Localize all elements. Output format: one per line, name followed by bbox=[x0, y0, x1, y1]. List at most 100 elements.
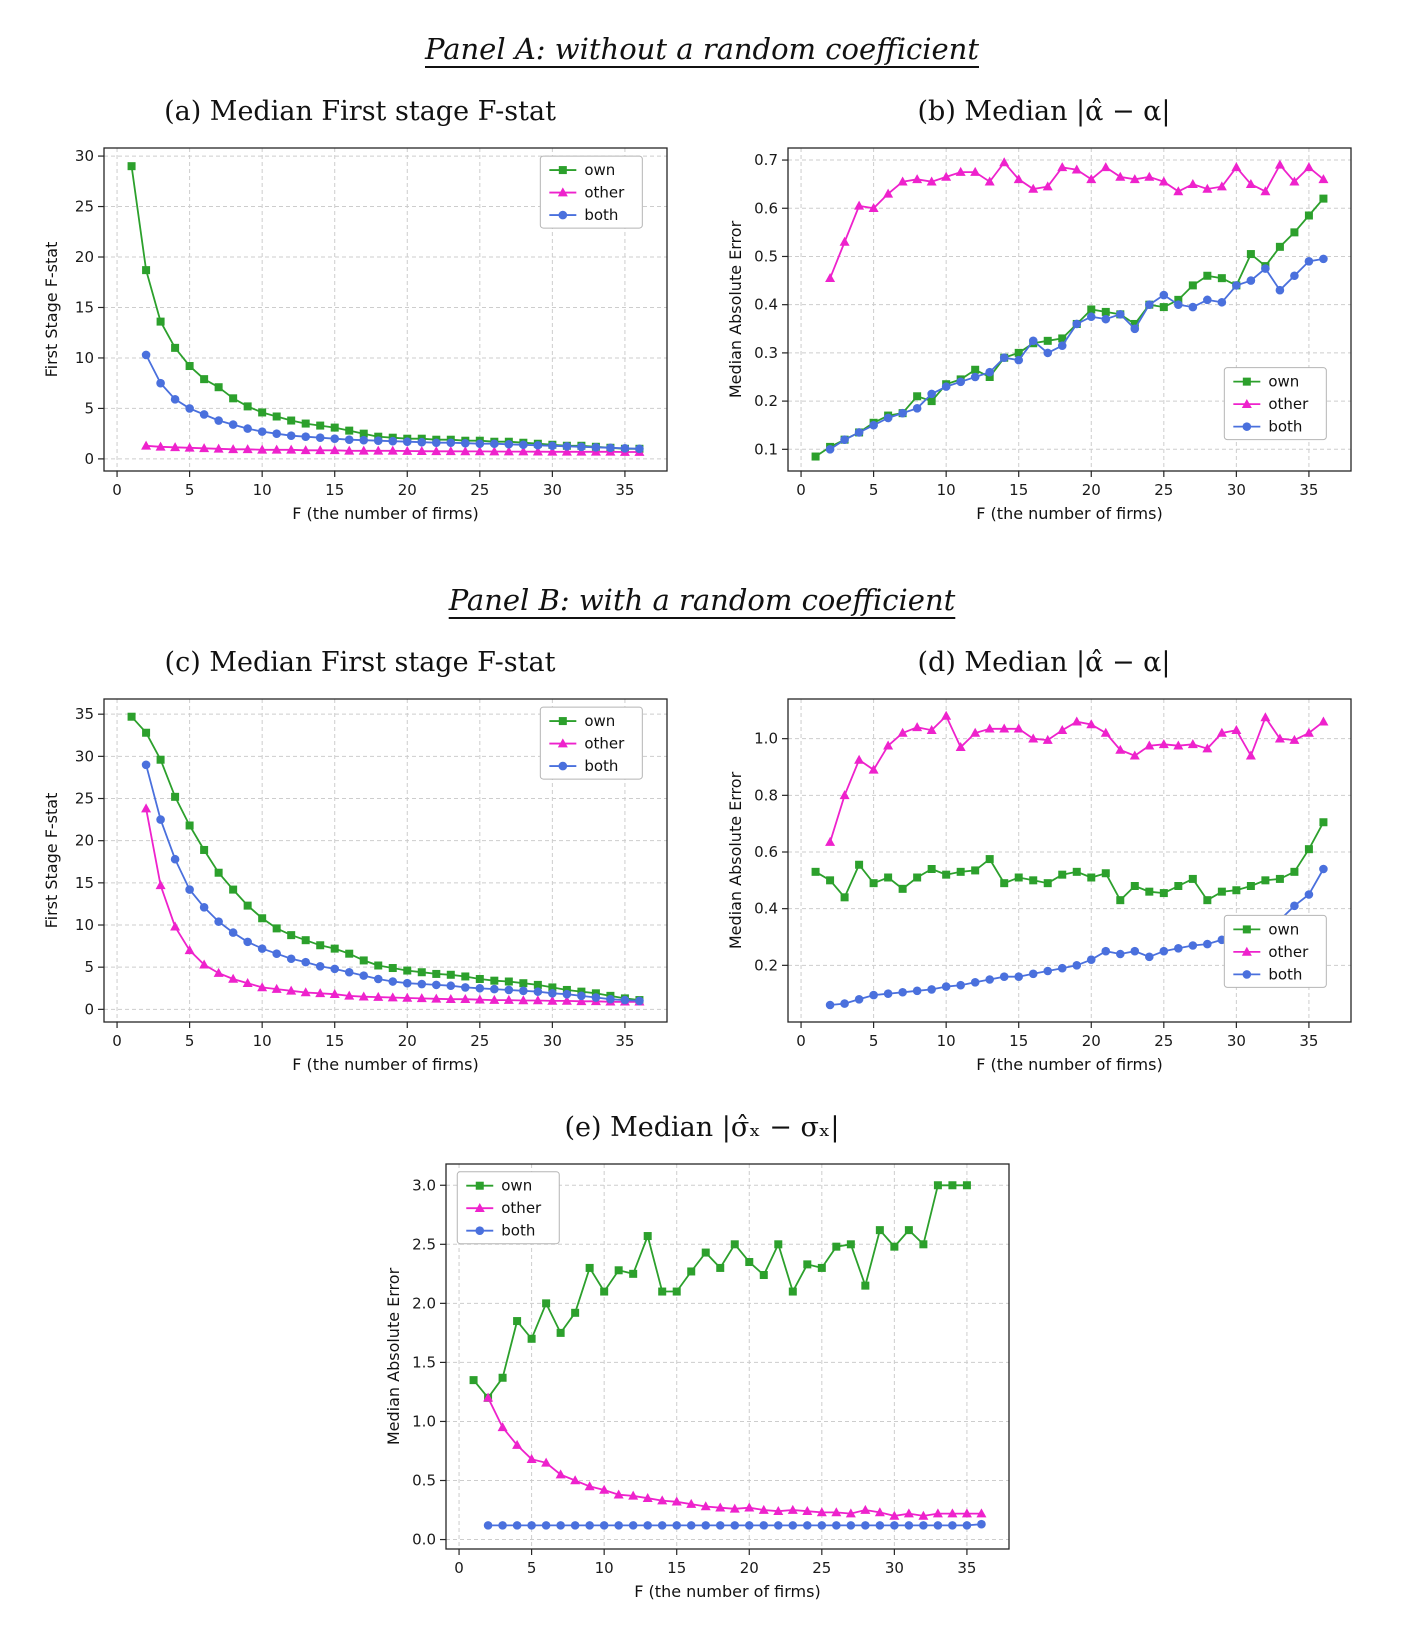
chart-text: 25 bbox=[75, 198, 94, 216]
legend: own other both bbox=[539, 155, 643, 229]
legend: own other both bbox=[1223, 914, 1327, 988]
chart-text: 10 bbox=[75, 916, 94, 934]
x-axis-label: F (the number of firms) bbox=[976, 1055, 1162, 1074]
legend-label-own: own bbox=[584, 712, 615, 730]
chart-svg: 0 5 10 15 20 25 30 35 0 5 10 15 20 25 30 F (the number … bbox=[42, 147, 668, 523]
chart-text: 20 bbox=[75, 832, 94, 850]
chart-text: 2.0 bbox=[412, 1294, 436, 1312]
chart-text: 25 bbox=[1154, 481, 1173, 499]
chart-text: 20 bbox=[740, 1559, 759, 1577]
chart-c: (c) Median First stage F-stat 0 5 10 15 20 25… bbox=[40, 647, 680, 1086]
chart-text: 10 bbox=[937, 481, 956, 499]
chart-text: 35 bbox=[615, 1032, 634, 1050]
chart-e: (e) Median |σ̂ₓ − σₓ| 0 5 10 15 20 25 30 35 0.0 0… bbox=[382, 1112, 1022, 1613]
y-axis-label: Median Absolute Error bbox=[384, 1267, 403, 1445]
series-other bbox=[825, 710, 1329, 846]
chart-text: 0.4 bbox=[754, 900, 778, 918]
chart-text: 15 bbox=[1009, 481, 1028, 499]
panel-a-heading-text: Panel A: without a random coefficient bbox=[425, 32, 979, 66]
legend-label-own: own bbox=[584, 161, 615, 179]
y-axis-label: Median Absolute Error bbox=[726, 771, 745, 949]
chart-text: 0.0 bbox=[412, 1531, 436, 1549]
legend-label-both: both bbox=[501, 1222, 535, 1240]
row-panel-b: (c) Median First stage F-stat 0 5 10 15 20 25… bbox=[0, 647, 1404, 1086]
chart-text: 0 bbox=[796, 1032, 806, 1050]
chart-b: (b) Median |α̂ − α| 0 5 10 15 20 25 30 35 0.1 0.2… bbox=[724, 96, 1364, 535]
gridlines: 0 5 10 15 20 25 30 35 0 5 10 15 20 25 30 bbox=[75, 147, 667, 499]
row-panel-a: (a) Median First stage F-stat 0 5 10 15 20 25… bbox=[0, 96, 1404, 535]
legend-label-both: both bbox=[584, 206, 618, 224]
chart-text: 0.6 bbox=[754, 199, 778, 217]
legend-label-other: other bbox=[584, 184, 625, 202]
y-axis-label: Median Absolute Error bbox=[726, 220, 745, 398]
chart-text: 0 bbox=[84, 1000, 94, 1018]
chart-text: 25 bbox=[75, 790, 94, 808]
legend-label-other: other bbox=[1268, 395, 1309, 413]
x-axis-label: F (the number of firms) bbox=[292, 504, 478, 523]
chart-text: 0.5 bbox=[754, 247, 778, 265]
plot-border bbox=[445, 1163, 1010, 1550]
chart-text: 20 bbox=[1082, 481, 1101, 499]
series-own bbox=[127, 712, 644, 1005]
chart-text: 15 bbox=[325, 1032, 344, 1050]
x-axis-label: F (the number of firms) bbox=[634, 1582, 820, 1601]
chart-text: 30 bbox=[75, 147, 94, 165]
chart-text: 10 bbox=[253, 1032, 272, 1050]
chart-text: 25 bbox=[812, 1559, 831, 1577]
chart-text: 25 bbox=[470, 481, 489, 499]
legend-label-other: other bbox=[1268, 943, 1309, 961]
chart-text: 35 bbox=[75, 705, 94, 723]
chart-text: 30 bbox=[885, 1559, 904, 1577]
chart-b-title: (b) Median |α̂ − α| bbox=[917, 96, 1171, 127]
chart-text: 0 bbox=[112, 1032, 122, 1050]
chart-text: 1.0 bbox=[754, 730, 778, 748]
chart-text: 0.6 bbox=[754, 843, 778, 861]
legend-label-both: both bbox=[584, 757, 618, 775]
chart-e-title: (e) Median |σ̂ₓ − σₓ| bbox=[564, 1112, 840, 1143]
chart-c-plot: 0 5 10 15 20 25 30 35 0 5 10 15 20 25 30 35 F (the numbe… bbox=[40, 686, 680, 1086]
chart-a-plot: 0 5 10 15 20 25 30 35 0 5 10 15 20 25 30 F (the number … bbox=[40, 135, 680, 535]
chart-svg: 0 5 10 15 20 25 30 35 0.0 0.5 1.0 1.5 2.0 2.5 3.0 F (th… bbox=[384, 1163, 1010, 1601]
chart-b-plot: 0 5 10 15 20 25 30 35 0.1 0.2 0.3 0.4 0.5 0.6 0.7 F (th… bbox=[724, 135, 1364, 535]
legend-label-own: own bbox=[1268, 373, 1299, 391]
chart-text: 0.2 bbox=[754, 392, 778, 410]
chart-text: 35 bbox=[1299, 1032, 1318, 1050]
legend: own other both bbox=[539, 706, 643, 780]
chart-text: 15 bbox=[1009, 1032, 1028, 1050]
chart-text: 0 bbox=[796, 481, 806, 499]
chart-text: 5 bbox=[185, 1032, 195, 1050]
series-both bbox=[141, 350, 644, 454]
chart-text: 30 bbox=[1227, 481, 1246, 499]
legend-label-both: both bbox=[1268, 418, 1302, 436]
chart-text: 10 bbox=[253, 481, 272, 499]
chart-text: 5 bbox=[869, 1032, 879, 1050]
chart-text: 15 bbox=[75, 298, 94, 316]
plot-border bbox=[787, 698, 1352, 1023]
chart-text: 20 bbox=[398, 1032, 417, 1050]
legend-label-both: both bbox=[1268, 965, 1302, 983]
legend-label-own: own bbox=[501, 1177, 532, 1195]
chart-text: 20 bbox=[1082, 1032, 1101, 1050]
chart-text: 0.7 bbox=[754, 151, 778, 169]
chart-text: 35 bbox=[615, 481, 634, 499]
plot-border bbox=[103, 698, 668, 1023]
chart-text: 15 bbox=[75, 874, 94, 892]
y-axis-label: First Stage F-stat bbox=[42, 793, 61, 929]
chart-text: 25 bbox=[1154, 1032, 1173, 1050]
chart-svg: 0 5 10 15 20 25 30 35 0.1 0.2 0.3 0.4 0.5 0.6 0.7 F (th… bbox=[726, 147, 1352, 523]
chart-text: 5 bbox=[84, 958, 94, 976]
legend-label-own: own bbox=[1268, 920, 1299, 938]
chart-text: 20 bbox=[398, 481, 417, 499]
chart-text: 0.4 bbox=[754, 296, 778, 314]
chart-e-plot: 0 5 10 15 20 25 30 35 0.0 0.5 1.0 1.5 2.0 2.5 3.0 F (th… bbox=[382, 1151, 1022, 1613]
panel-b-heading: Panel B: with a random coefficient bbox=[0, 583, 1404, 617]
chart-text: 30 bbox=[543, 481, 562, 499]
chart-text: 20 bbox=[75, 248, 94, 266]
chart-text: 5 bbox=[527, 1559, 537, 1577]
chart-svg: 0 5 10 15 20 25 30 35 0 5 10 15 20 25 30 35 F (the numbe… bbox=[42, 698, 668, 1074]
chart-text: 35 bbox=[957, 1559, 976, 1577]
x-axis-label: F (the number of firms) bbox=[976, 504, 1162, 523]
chart-text: 15 bbox=[325, 481, 344, 499]
chart-text: 0 bbox=[454, 1559, 464, 1577]
plot-border bbox=[787, 147, 1352, 472]
